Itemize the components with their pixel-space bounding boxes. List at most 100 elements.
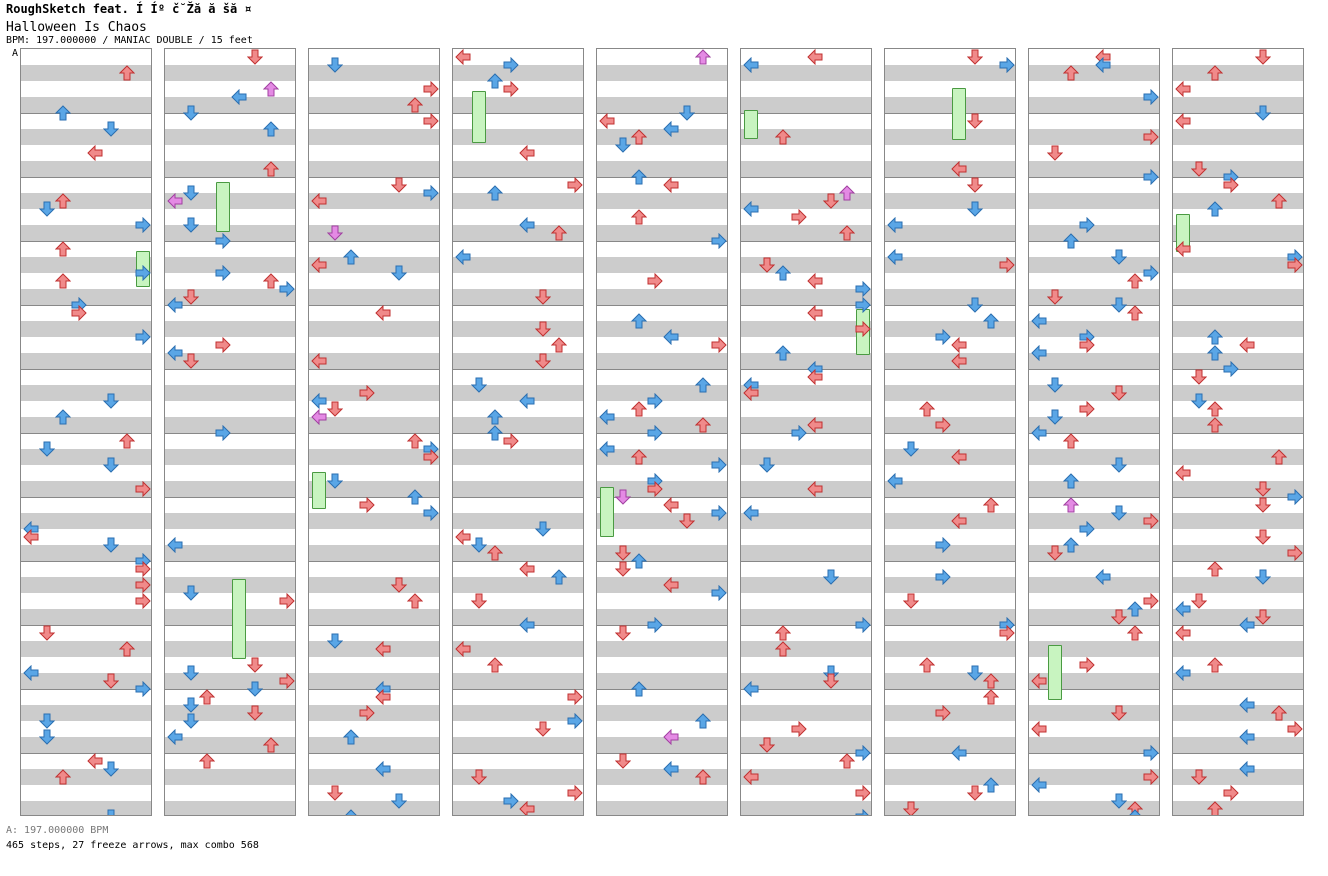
song-title: Halloween Is Chaos [6,20,147,35]
step-arrow-down [1047,545,1063,561]
step-arrow-up [487,425,503,441]
step-arrow-up [1207,561,1223,577]
step-arrow-down [1111,505,1127,521]
step-arrow-left [23,665,39,681]
chart-column [1172,48,1304,816]
measure-line [741,625,871,626]
measure-line [309,433,439,434]
measure-line [741,497,871,498]
step-arrow-left [1175,81,1191,97]
step-arrow-right [711,585,727,601]
step-arrow-up [1063,473,1079,489]
step-arrow-down [391,577,407,593]
measure-line [309,625,439,626]
step-arrow-right [711,337,727,353]
step-arrow-left [1031,777,1047,793]
step-arrow-up [1207,401,1223,417]
step-arrow-right [279,673,295,689]
step-arrow-right [791,425,807,441]
step-arrow-up [1127,305,1143,321]
step-arrow-up [1127,273,1143,289]
step-arrow-left [951,161,967,177]
measure-line [309,753,439,754]
measure-line [21,369,151,370]
step-arrow-up [407,97,423,113]
step-arrow-right [999,57,1015,73]
step-arrow-up [199,689,215,705]
step-arrow-down [759,457,775,473]
step-arrow-up [983,673,999,689]
measure-line [1173,305,1303,306]
step-arrow-left [1095,57,1111,73]
step-arrow-left [1239,761,1255,777]
step-arrow-left [167,297,183,313]
step-arrow-right [999,625,1015,641]
chart-info: BPM: 197.000000 / MANIAC DOUBLE / 15 fee… [6,35,253,46]
chart-column [20,48,152,816]
step-arrow-right [935,417,951,433]
step-arrow-up [839,753,855,769]
step-arrow-right [1143,513,1159,529]
step-arrow-right [791,721,807,737]
measure-line [885,305,1015,306]
step-arrow-up [631,169,647,185]
step-arrow-down [103,121,119,137]
step-arrow-down [1255,481,1271,497]
step-arrow-left [455,529,471,545]
measure-line [309,497,439,498]
step-arrow-down [39,625,55,641]
measure-line [165,113,295,114]
step-arrow-down [1255,529,1271,545]
step-arrow-down [615,561,631,577]
measure-line [741,113,871,114]
step-arrow-down [183,697,199,713]
step-arrow-down [103,761,119,777]
measure-line [1029,561,1159,562]
step-arrow-right [503,57,519,73]
step-arrow-up [55,241,71,257]
measure-line [597,113,727,114]
step-arrow-up [775,129,791,145]
step-arrow-up [345,809,357,815]
step-arrow-left [1175,241,1191,257]
measure-line [1029,625,1159,626]
measure-line [309,689,439,690]
step-arrow-down [1255,105,1271,121]
step-arrow-down [327,785,343,801]
step-arrow-up [919,657,935,673]
step-arrow-down [471,593,487,609]
step-arrow-down [1111,609,1127,625]
step-arrow-right [711,457,727,473]
step-arrow-up [1063,233,1079,249]
measure-line [885,177,1015,178]
step-arrow-right [855,321,871,337]
step-arrow-up [55,769,71,785]
step-arrow-right [423,113,439,129]
step-arrow-right [359,497,375,513]
step-arrow-up [407,593,423,609]
step-arrow-left [1031,313,1047,329]
measure-line [1173,625,1303,626]
step-arrow-up [775,345,791,361]
step-arrow-right [279,593,295,609]
step-arrow-left [1031,345,1047,361]
step-arrow-left [887,217,903,233]
step-arrow-left [663,121,679,137]
measure-line [309,369,439,370]
measure-line [597,369,727,370]
step-arrow-down [391,265,407,281]
step-arrow-left [663,177,679,193]
step-arrow-right [855,809,869,815]
step-arrow-right [135,593,151,609]
step-arrow-left [519,145,535,161]
step-arrow-down [535,521,551,537]
chart-column [596,48,728,816]
step-arrow-right [855,785,871,801]
step-arrow-up [263,161,279,177]
step-arrow-up [631,681,647,697]
measure-line [453,689,583,690]
step-arrow-left [951,337,967,353]
step-arrow-right [935,329,951,345]
step-arrow-up [487,657,503,673]
step-arrow-left [167,537,183,553]
